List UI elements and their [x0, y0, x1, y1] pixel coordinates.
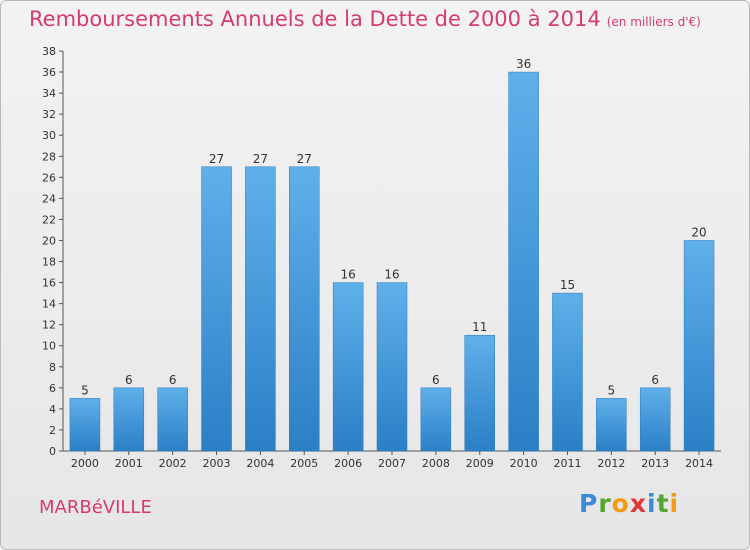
chart-title: Remboursements Annuels de la Dette de 20… — [29, 7, 701, 31]
y-tick-label: 10 — [42, 340, 56, 353]
bars: 5 6 6 27 27 27 16 16 6 11 36 15 5 6 20 — [69, 57, 715, 452]
bar — [69, 398, 101, 452]
x-tick-label: 2007 — [378, 457, 406, 470]
bar-value-label: 6 — [169, 373, 177, 387]
chart-unit-note: (en milliers d'€) — [606, 15, 701, 29]
bar — [596, 398, 627, 452]
y-tick-label: 2 — [49, 424, 56, 437]
bar — [508, 71, 539, 452]
y-tick-label: 20 — [42, 234, 56, 247]
bar-value-label: 27 — [253, 152, 268, 166]
logo-letter: i — [669, 489, 680, 518]
x-tick-label: 2013 — [641, 457, 669, 470]
bar — [113, 387, 145, 452]
logo-letter: P — [579, 489, 599, 518]
x-tick-label: 2010 — [510, 457, 538, 470]
y-tick-label: 36 — [42, 66, 56, 79]
x-tick-label: 2002 — [159, 457, 187, 470]
bar — [376, 282, 408, 452]
y-tick-label: 14 — [42, 298, 56, 311]
y-tick-label: 38 — [42, 45, 56, 58]
y-tick-label: 8 — [49, 361, 56, 374]
bar — [332, 282, 364, 452]
y-tick-label: 34 — [42, 87, 56, 100]
bar-value-label: 6 — [125, 373, 133, 387]
bar-value-label: 16 — [384, 268, 399, 282]
bar-value-label: 27 — [297, 152, 312, 166]
x-tick-label: 2000 — [71, 457, 99, 470]
x-tick-label: 2011 — [553, 457, 581, 470]
x-tick-label: 2014 — [685, 457, 713, 470]
y-tick-label: 32 — [42, 108, 56, 121]
bar-value-label: 5 — [81, 383, 89, 397]
y-tick-label: 18 — [42, 256, 56, 269]
x-tick-label: 2009 — [466, 457, 494, 470]
bar — [157, 387, 188, 452]
x-tick-label: 2006 — [334, 457, 362, 470]
bar-value-label: 20 — [691, 225, 706, 239]
logo-letter: t — [656, 489, 670, 518]
bar-value-label: 5 — [608, 383, 616, 397]
chart-title-text: Remboursements Annuels de la Dette de 20… — [29, 7, 601, 31]
proxiti-logo: Proxiti — [579, 489, 679, 518]
bar-value-label: 6 — [432, 373, 440, 387]
x-tick-label: 2008 — [422, 457, 450, 470]
x-tick-label: 2001 — [115, 457, 143, 470]
bar — [201, 166, 232, 452]
y-tick-label: 6 — [49, 382, 56, 395]
y-tick-label: 0 — [49, 445, 56, 458]
logo-letter: r — [598, 489, 612, 518]
bar — [639, 387, 671, 452]
bar — [289, 166, 320, 452]
logo-letter: x — [629, 489, 647, 518]
commune-name: MARBéVILLE — [39, 497, 152, 518]
y-tick-label: 16 — [42, 277, 56, 290]
logo-letter: o — [611, 489, 630, 518]
bar-value-label: 11 — [472, 320, 487, 334]
bar — [420, 387, 452, 452]
x-tick-label: 2012 — [597, 457, 625, 470]
bar — [552, 292, 583, 452]
bar-value-label: 27 — [209, 152, 224, 166]
bar — [464, 334, 495, 452]
bar — [683, 240, 715, 452]
bar-value-label: 16 — [340, 268, 355, 282]
y-tick-label: 28 — [42, 150, 56, 163]
logo-letter: i — [647, 489, 657, 518]
bar-value-label: 36 — [516, 57, 531, 71]
x-tick-label: 2005 — [290, 457, 318, 470]
x-tick-label: 2004 — [246, 457, 274, 470]
x-tick-label: 2003 — [203, 457, 231, 470]
bar — [245, 166, 276, 452]
bar-value-label: 15 — [560, 278, 575, 292]
y-tick-label: 12 — [42, 319, 56, 332]
bar-value-label: 6 — [651, 373, 659, 387]
y-tick-label: 30 — [42, 129, 56, 142]
y-tick-label: 26 — [42, 171, 56, 184]
y-tick-label: 24 — [42, 192, 56, 205]
y-tick-label: 4 — [49, 403, 56, 416]
y-tick-label: 22 — [42, 213, 56, 226]
